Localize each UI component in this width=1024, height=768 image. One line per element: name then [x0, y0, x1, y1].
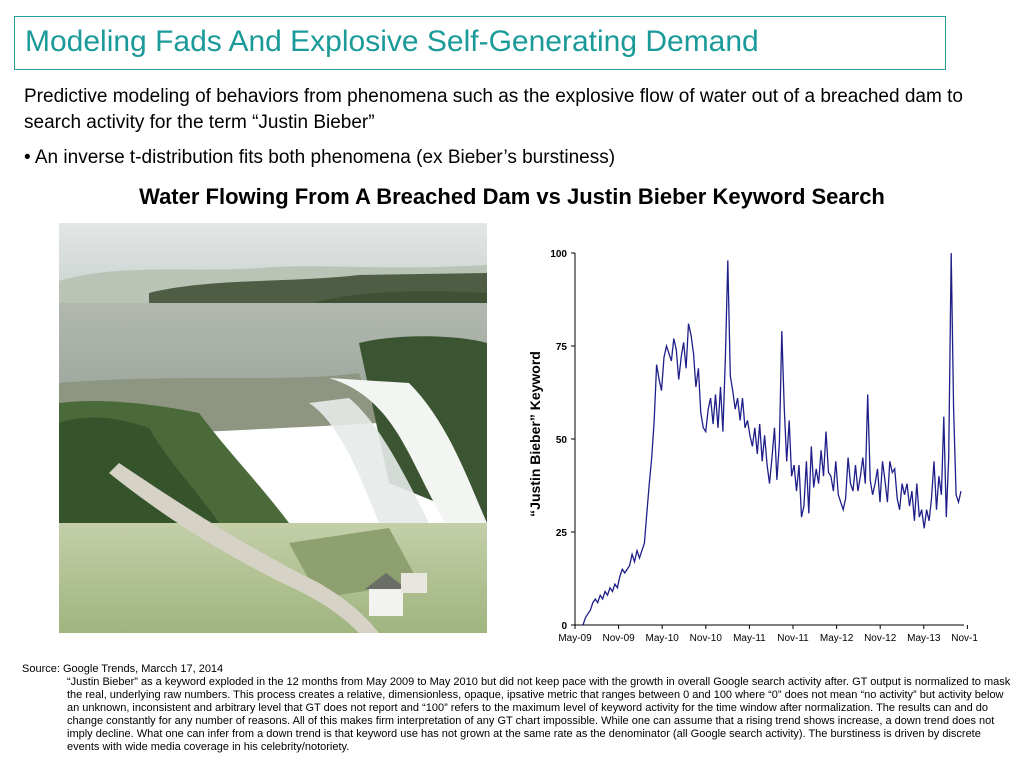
y-tick-label: 50	[556, 435, 568, 446]
x-tick-label: May-11	[733, 633, 766, 644]
y-axis-label: “Justin Bieber” Keyword	[527, 351, 543, 517]
road	[109, 463, 379, 633]
x-tick-label: May-12	[820, 633, 854, 644]
x-tick-label: May-09	[558, 633, 592, 644]
farmhouse	[369, 588, 403, 616]
y-tick-label: 75	[556, 342, 568, 353]
y-tick-label: 100	[550, 249, 567, 260]
bullet-point: • An inverse t-distribution fits both ph…	[24, 147, 616, 168]
y-axis: 0 25 50 75 100	[550, 249, 576, 632]
farmhouse-roof	[365, 573, 407, 589]
y-tick-label: 0	[561, 621, 567, 632]
x-tick-label: Nov-11	[777, 633, 809, 644]
breached-dam-photo	[59, 223, 487, 633]
line-chart: “Justin Bieber” Keyword 0 25 50 75 100 May-0…	[527, 249, 978, 644]
source-note: Source: Google Trends, Marcch 17, 2014	[22, 663, 224, 675]
x-tick-label: Nov-12	[864, 633, 897, 644]
x-tick-label: Nov-10	[690, 633, 723, 644]
series-line	[582, 252, 962, 626]
x-tick-label: May-13	[907, 633, 941, 644]
x-tick-label: Nov-09	[602, 633, 635, 644]
slide-title: Modeling Fads And Explosive Self-Generat…	[25, 25, 759, 58]
x-axis: May-09 Nov-09 May-10 Nov-10 May-11 Nov-11 May-…	[558, 624, 978, 644]
title-box: Modeling Fads And Explosive Self-Generat…	[14, 16, 946, 70]
x-tick-label: Nov-13	[951, 633, 978, 644]
x-tick-label: May-10	[646, 633, 680, 644]
chart-heading: Water Flowing From A Breached Dam vs Jus…	[139, 184, 885, 209]
intro-paragraph: Predictive modeling of behaviors from ph…	[24, 86, 963, 133]
trees-left	[59, 417, 219, 523]
footnote: “Justin Bieber” as a keyword exploded in…	[67, 676, 1011, 753]
barn	[401, 573, 427, 593]
y-tick-label: 25	[556, 528, 568, 539]
